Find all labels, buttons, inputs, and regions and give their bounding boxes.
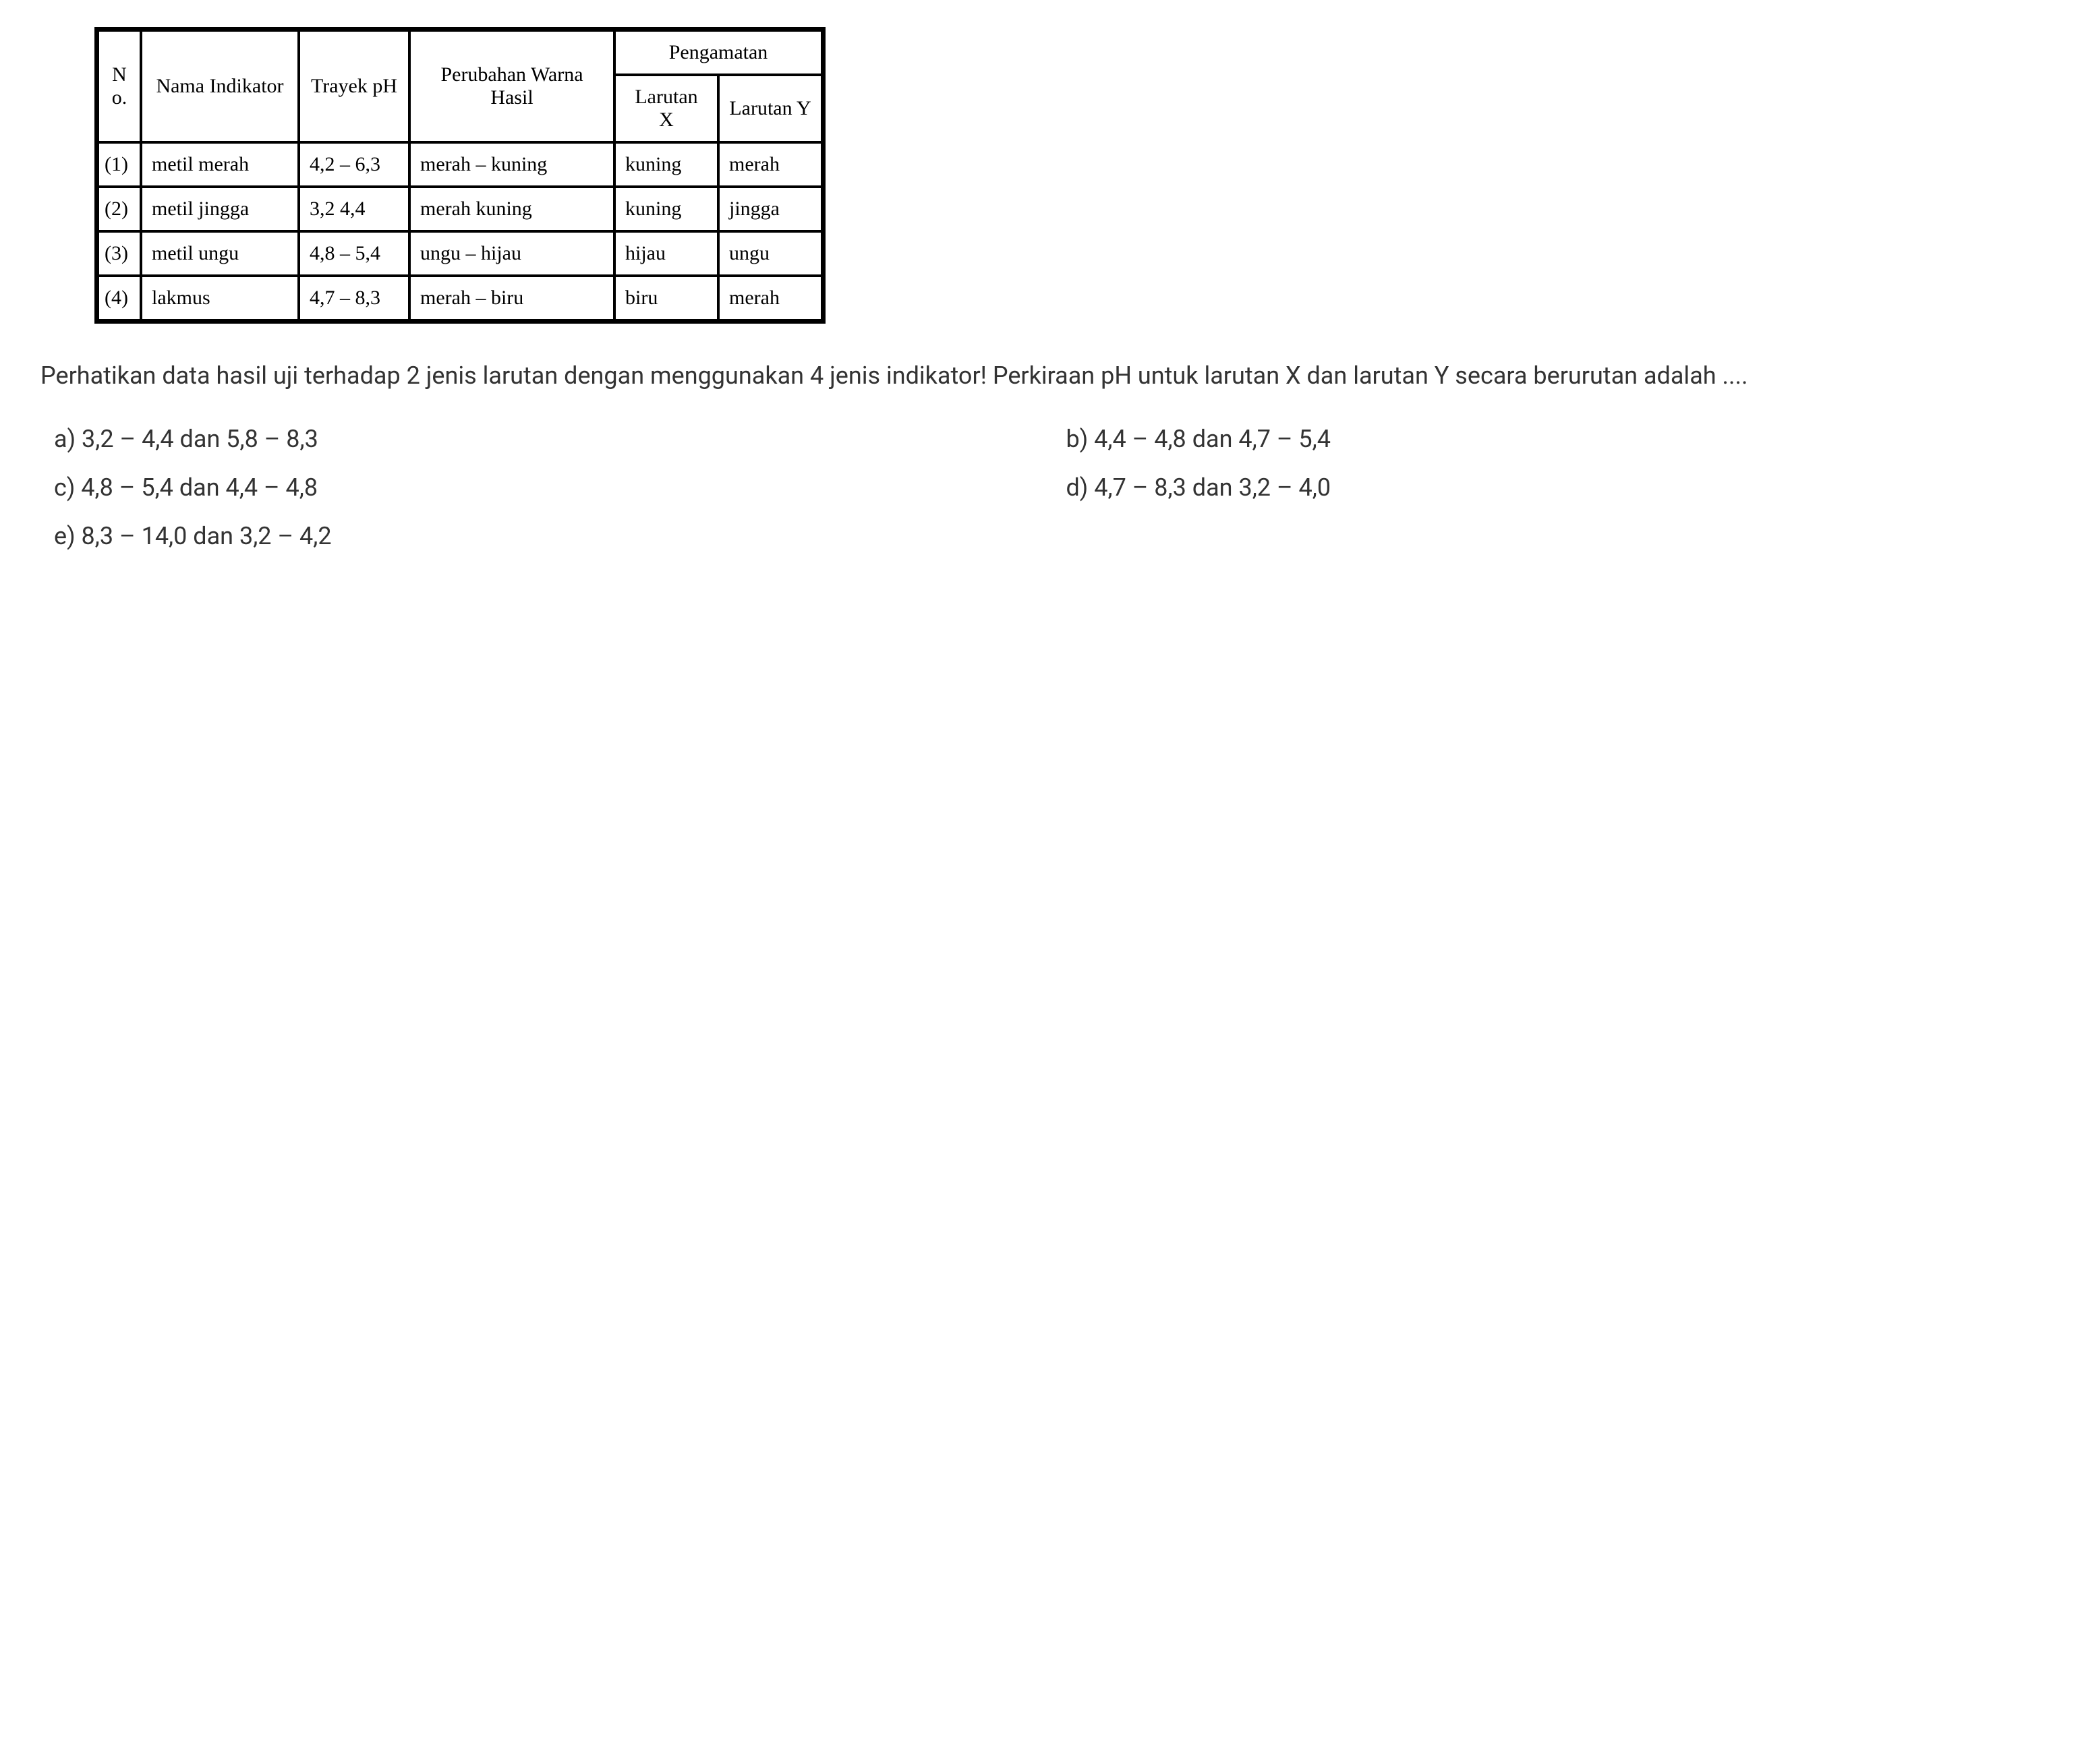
cell-y: jingga xyxy=(720,188,821,230)
header-larutan-y: Larutan Y xyxy=(720,76,821,141)
cell-perubahan: ungu – hijau xyxy=(411,233,613,274)
cell-no: (3) xyxy=(99,233,140,274)
question-text: Perhatikan data hasil uji terhadap 2 jen… xyxy=(40,354,2038,398)
header-pengamatan: Pengamatan xyxy=(616,32,821,74)
header-perubahan: Perubahan Warna Hasil xyxy=(411,32,613,141)
table-row: (3) metil ungu 4,8 – 5,4 ungu – hijau hi… xyxy=(99,233,821,274)
cell-x: kuning xyxy=(616,188,717,230)
cell-y: merah xyxy=(720,144,821,185)
indicator-table: N o. Nama Indikator Trayek pH Perubahan … xyxy=(96,29,824,322)
cell-x: hijau xyxy=(616,233,717,274)
cell-perubahan: merah – kuning xyxy=(411,144,613,185)
cell-trayek: 4,2 – 6,3 xyxy=(300,144,408,185)
cell-nama: metil ungu xyxy=(142,233,297,274)
option-a: a) 3,2 – 4,4 dan 5,8 – 8,3 xyxy=(54,425,1026,453)
cell-no: (1) xyxy=(99,144,140,185)
cell-y: ungu xyxy=(720,233,821,274)
cell-perubahan: merah – biru xyxy=(411,277,613,319)
option-b: b) 4,4 – 4,8 dan 4,7 – 5,4 xyxy=(1066,425,2038,453)
cell-y: merah xyxy=(720,277,821,319)
header-trayek: Trayek pH xyxy=(300,32,408,141)
header-larutan-x: Larutan X xyxy=(616,76,717,141)
indicator-table-wrap: N o. Nama Indikator Trayek pH Perubahan … xyxy=(94,27,826,324)
option-c: c) 4,8 – 5,4 dan 4,4 – 4,8 xyxy=(54,473,1026,502)
cell-nama: lakmus xyxy=(142,277,297,319)
table-row: (1) metil merah 4,2 – 6,3 merah – kuning… xyxy=(99,144,821,185)
cell-x: kuning xyxy=(616,144,717,185)
header-no: N o. xyxy=(99,32,140,141)
option-d: d) 4,7 – 8,3 dan 3,2 – 4,0 xyxy=(1066,473,2038,502)
cell-nama: metil merah xyxy=(142,144,297,185)
options-grid: a) 3,2 – 4,4 dan 5,8 – 8,3 b) 4,4 – 4,8 … xyxy=(40,425,2038,550)
cell-perubahan: merah kuning xyxy=(411,188,613,230)
cell-nama: metil jingga xyxy=(142,188,297,230)
option-e: e) 8,3 – 14,0 dan 3,2 – 4,2 xyxy=(54,522,1026,550)
cell-no: (2) xyxy=(99,188,140,230)
cell-x: biru xyxy=(616,277,717,319)
cell-trayek: 3,2 4,4 xyxy=(300,188,408,230)
header-nama: Nama Indikator xyxy=(142,32,297,141)
table-row: (2) metil jingga 3,2 4,4 merah kuning ku… xyxy=(99,188,821,230)
cell-no: (4) xyxy=(99,277,140,319)
cell-trayek: 4,7 – 8,3 xyxy=(300,277,408,319)
cell-trayek: 4,8 – 5,4 xyxy=(300,233,408,274)
table-row: (4) lakmus 4,7 – 8,3 merah – biru biru m… xyxy=(99,277,821,319)
